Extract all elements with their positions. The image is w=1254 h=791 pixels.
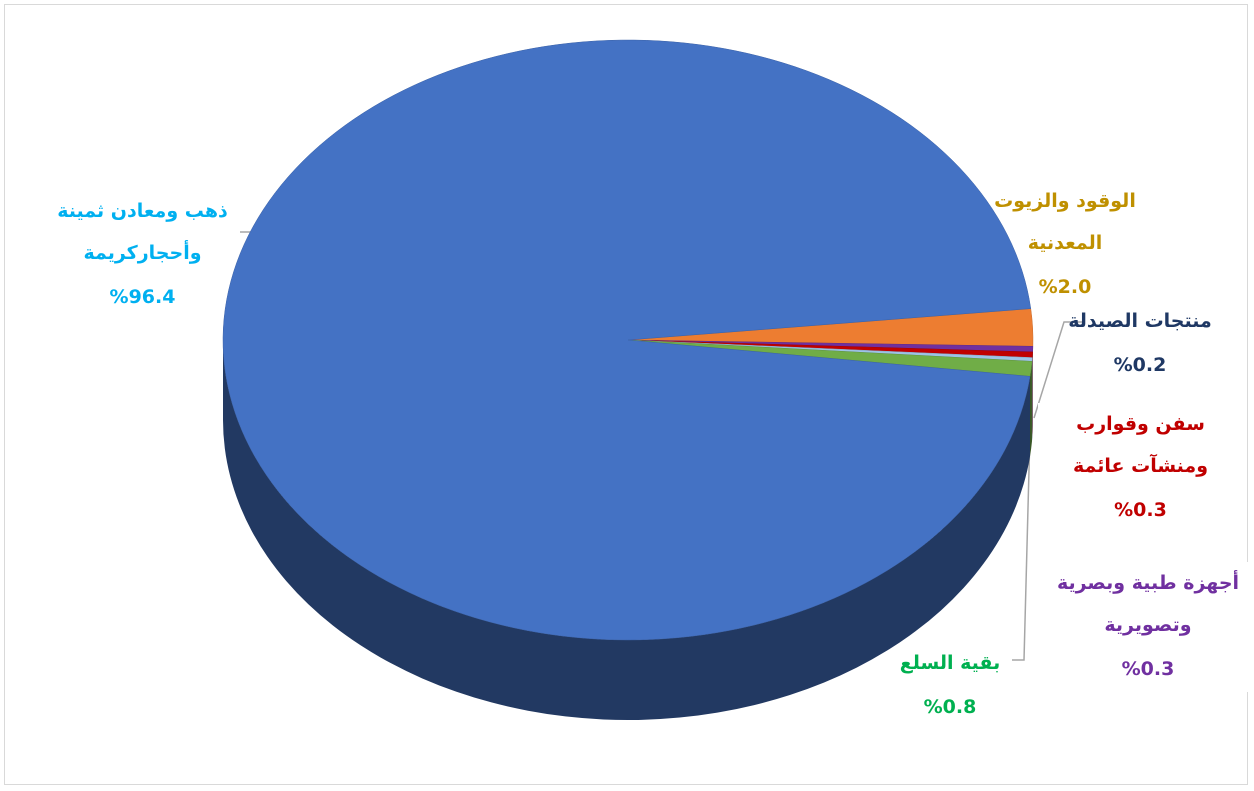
category-label: الوقود والزيوت المعدنية bbox=[994, 190, 1136, 254]
category-label: أجهزة طبية وبصرية وتصويرية bbox=[1056, 572, 1240, 636]
value-label: %0.2 bbox=[1113, 354, 1167, 376]
leader-line bbox=[1012, 431, 1031, 661]
data-label: أجهزة طبية وبصرية وتصويرية %0.3 bbox=[1048, 562, 1248, 692]
data-label: سفن وقوارب ومنشآت عائمة %0.3 bbox=[1038, 403, 1243, 533]
pie-sides bbox=[222, 340, 1033, 720]
chart-frame bbox=[4, 4, 1248, 785]
category-label: سفن وقوارب ومنشآت عائمة bbox=[1072, 413, 1208, 477]
value-label: %0.3 bbox=[1121, 658, 1175, 680]
data-label: بقية السلع %0.8 bbox=[860, 642, 1040, 730]
pie-top bbox=[222, 39, 1034, 641]
data-label: منتجات الصيدلة %0.2 bbox=[1040, 300, 1240, 388]
slice-side bbox=[222, 340, 1031, 720]
data-label: ذهب ومعادن ثمينة وأحجاركريمة %96.4 bbox=[40, 190, 245, 320]
data-label: الوقود والزيوت المعدنية %2.0 bbox=[955, 180, 1175, 310]
value-label: %2.0 bbox=[1038, 276, 1092, 298]
value-label: %0.8 bbox=[923, 696, 977, 718]
category-label: بقية السلع bbox=[899, 652, 1001, 674]
value-label: %0.3 bbox=[1114, 499, 1167, 521]
leader-line bbox=[1033, 321, 1082, 419]
category-label: ذهب ومعادن ثمينة وأحجاركريمة bbox=[57, 200, 228, 264]
slice bbox=[222, 39, 1032, 641]
category-label: منتجات الصيدلة bbox=[1068, 310, 1212, 332]
slice-side bbox=[1030, 361, 1032, 457]
value-label: %96.4 bbox=[109, 286, 176, 308]
